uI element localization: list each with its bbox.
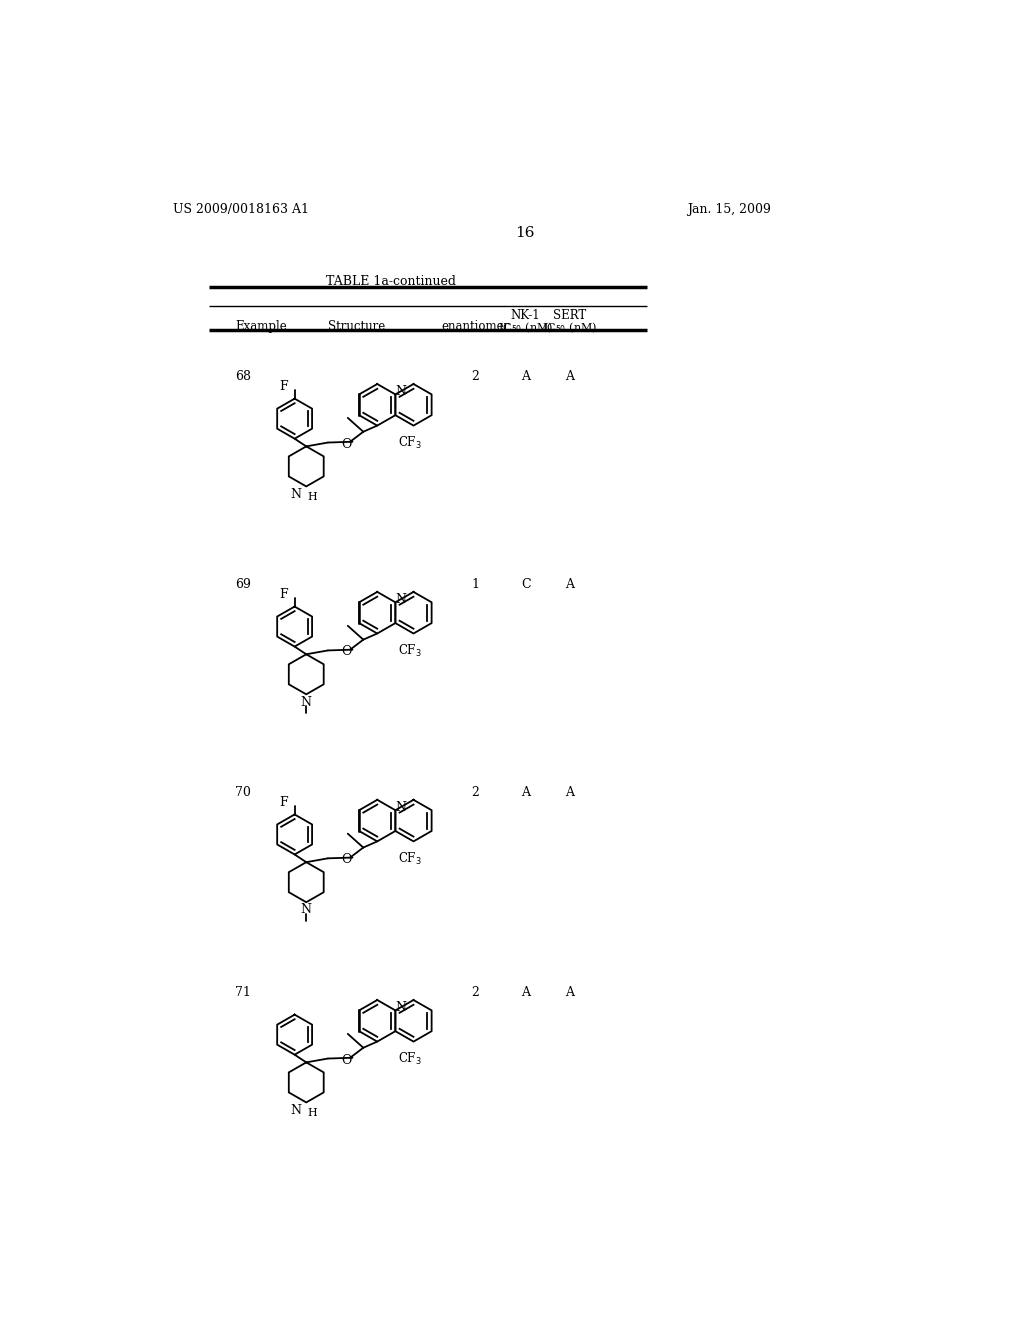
Text: N: N xyxy=(301,903,311,916)
Text: F: F xyxy=(280,380,288,393)
Text: 2: 2 xyxy=(471,370,479,383)
Text: 68: 68 xyxy=(234,370,251,383)
Text: enantiomer: enantiomer xyxy=(441,321,509,333)
Text: Example: Example xyxy=(234,321,287,333)
Text: IC$_{50}$ (nM): IC$_{50}$ (nM) xyxy=(498,321,553,335)
Text: N: N xyxy=(301,696,311,709)
Text: 2: 2 xyxy=(471,785,479,799)
Text: A: A xyxy=(565,986,574,999)
Text: US 2009/0018163 A1: US 2009/0018163 A1 xyxy=(173,203,309,216)
Text: O: O xyxy=(341,437,351,450)
Text: CF$_3$: CF$_3$ xyxy=(397,850,422,867)
Text: SERT: SERT xyxy=(553,309,587,322)
Text: A: A xyxy=(521,785,530,799)
Text: TABLE 1a-continued: TABLE 1a-continued xyxy=(327,276,457,289)
Text: N: N xyxy=(395,593,407,606)
Text: A: A xyxy=(565,785,574,799)
Text: H: H xyxy=(308,1109,317,1118)
Text: A: A xyxy=(565,370,574,383)
Text: N: N xyxy=(395,1001,407,1014)
Text: N: N xyxy=(395,385,407,397)
Text: F: F xyxy=(280,587,288,601)
Text: 71: 71 xyxy=(234,986,251,999)
Text: A: A xyxy=(565,578,574,591)
Text: 16: 16 xyxy=(515,226,535,240)
Text: CF$_3$: CF$_3$ xyxy=(397,1051,422,1067)
Text: NK-1: NK-1 xyxy=(511,309,541,322)
Text: A: A xyxy=(521,986,530,999)
Text: 1: 1 xyxy=(471,578,479,591)
Text: O: O xyxy=(341,1053,351,1067)
Text: Structure: Structure xyxy=(328,321,385,333)
Text: A: A xyxy=(521,370,530,383)
Text: C: C xyxy=(521,578,530,591)
Text: CF$_3$: CF$_3$ xyxy=(397,434,422,451)
Text: H: H xyxy=(308,492,317,502)
Text: N: N xyxy=(291,1104,302,1117)
Text: O: O xyxy=(341,645,351,659)
Text: 69: 69 xyxy=(234,578,251,591)
Text: IC$_{50}$ (nM): IC$_{50}$ (nM) xyxy=(542,321,597,335)
Text: O: O xyxy=(341,853,351,866)
Text: F: F xyxy=(280,796,288,809)
Text: 2: 2 xyxy=(471,986,479,999)
Text: 70: 70 xyxy=(234,785,251,799)
Text: N: N xyxy=(395,801,407,813)
Text: N: N xyxy=(291,487,302,500)
Text: Jan. 15, 2009: Jan. 15, 2009 xyxy=(687,203,771,216)
Text: CF$_3$: CF$_3$ xyxy=(397,643,422,659)
